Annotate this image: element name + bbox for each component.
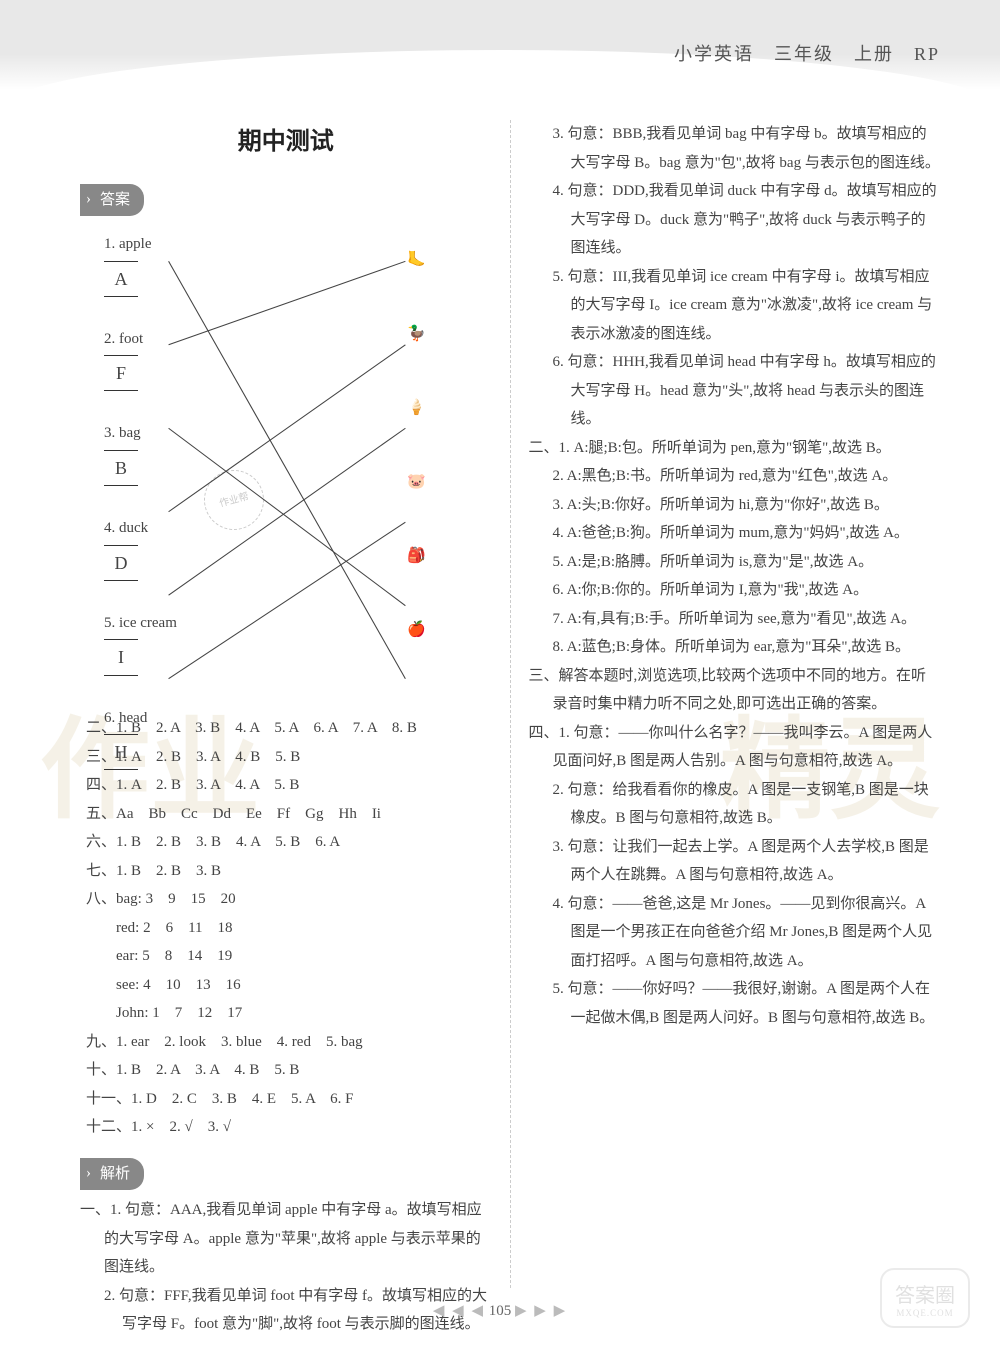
ans-8e: John: 1 7 12 17 (86, 999, 492, 1028)
right-column: 3. 句意：BBB,我看见单词 bag 中有字母 b。故填写相应的大写字母 B。… (511, 120, 941, 1288)
r-4: 4. 句意：DDD,我看见单词 duck 中有字母 d。故填写相应的大写字母 D… (529, 177, 941, 263)
section-title: 期中测试 (80, 120, 492, 166)
match-item-6: 6. head H (104, 704, 177, 771)
r-2-6: 6. A:你;B:你的。所听单词为 I,意为"我",故选 A。 (529, 576, 941, 605)
ans-6: 六、1. B 2. B 3. B 4. A 5. B 6. A (86, 828, 492, 857)
r-4-4: 4. 句意：——爸爸,这是 Mr Jones。——见到你很高兴。A 图是一个男孩… (529, 890, 941, 976)
ans-8d: see: 4 10 13 16 (86, 971, 492, 1000)
ans-11: 十一、1. D 2. C 3. B 4. E 5. A 6. F (86, 1085, 492, 1114)
r-4-3: 3. 句意：让我们一起去上学。A 图是两个人去学校,B 图是两个人在跳舞。A 图… (529, 833, 941, 890)
r-4-5: 5. 句意：——你好吗？——我很好,谢谢。A 图是两个人在一起做木偶,B 图是两… (529, 975, 941, 1032)
r-5: 5. 句意：III,我看见单词 ice cream 中有字母 i。故填写相应的大… (529, 263, 941, 349)
analysis-1: 一、1. 句意：AAA,我看见单词 apple 中有字母 a。故填写相应的大写字… (80, 1196, 492, 1282)
r-2-7: 7. A:有,具有;B:手。所听单词为 see,意为"看见",故选 A。 (529, 605, 941, 634)
r-4-2: 2. 句意：给我看看你的橡皮。A 图是一支钢笔,B 图是一块橡皮。B 图与句意相… (529, 776, 941, 833)
content-columns: 期中测试 答案 作业帮 1. apple A 2. foot F 3. bag … (80, 120, 940, 1288)
arrow-right-icon: ▶ ▶ ▶ (515, 1303, 567, 1319)
ans-5: 五、Aa Bb Cc Dd Ee Ff Gg Hh Ii (86, 800, 492, 829)
ans-9: 九、1. ear 2. look 3. blue 4. red 5. bag (86, 1028, 492, 1057)
page-root: { "header": { "text": "小学英语 三年级 上册 RP" }… (0, 0, 1000, 1348)
ans-7: 七、1. B 2. B 3. B (86, 857, 492, 886)
r-3-exp: 三、解答本题时,浏览选项,比较两个选项中不同的地方。在听录音时集中精力听不同之处… (529, 662, 941, 719)
ans-8a: 八、bag: 3 9 15 20 (86, 885, 492, 914)
r-3: 3. 句意：BBB,我看见单词 bag 中有字母 b。故填写相应的大写字母 B。… (529, 120, 941, 177)
analysis-tag: 解析 (80, 1158, 144, 1191)
page-number: 105 (489, 1303, 512, 1319)
ans-8c: ear: 5 8 14 19 (86, 942, 492, 971)
r-2-2: 2. A:黑色;B:书。所听单词为 red,意为"红色",故选 A。 (529, 462, 941, 491)
r-4-1: 四、1. 句意：——你叫什么名字？——我叫李云。A 图是两人见面问好,B 图是两… (529, 719, 941, 776)
match-lines (104, 230, 492, 710)
ans-8b: red: 2 6 11 18 (86, 914, 492, 943)
r-2-3: 3. A:头;B:你好。所听单词为 hi,意为"你好",故选 B。 (529, 491, 941, 520)
ans-10: 十、1. B 2. A 3. A 4. B 5. B (86, 1056, 492, 1085)
answers-tag: 答案 (80, 184, 144, 217)
r-2-1: 二、1. A:腿;B:包。所听单词为 pen,意为"钢笔",故选 B。 (529, 434, 941, 463)
r-2-8: 8. A:蓝色;B:身体。所听单词为 ear,意为"耳朵",故选 B。 (529, 633, 941, 662)
header-text: 小学英语 三年级 上册 RP (674, 40, 940, 66)
page-footer: ◀ ◀ ◀ 105 ▶ ▶ ▶ (0, 1301, 1000, 1320)
r-2-4: 4. A:爸爸;B:狗。所听单词为 mum,意为"妈妈",故选 A。 (529, 519, 941, 548)
r-6: 6. 句意：HHH,我看见单词 head 中有字母 h。故填写相应的大写字母 H… (529, 348, 941, 434)
arrow-left-icon: ◀ ◀ ◀ (433, 1303, 485, 1319)
ans-12: 十二、1. × 2. √ 3. √ (86, 1113, 492, 1142)
left-column: 期中测试 答案 作业帮 1. apple A 2. foot F 3. bag … (80, 120, 511, 1288)
match-area: 作业帮 1. apple A 2. foot F 3. bag B 4. duc… (104, 230, 492, 710)
logo-watermark: 答案圈 MXQE.COM (880, 1268, 970, 1328)
r-2-5: 5. A:是;B:胳膊。所听单词为 is,意为"是",故选 A。 (529, 548, 941, 577)
